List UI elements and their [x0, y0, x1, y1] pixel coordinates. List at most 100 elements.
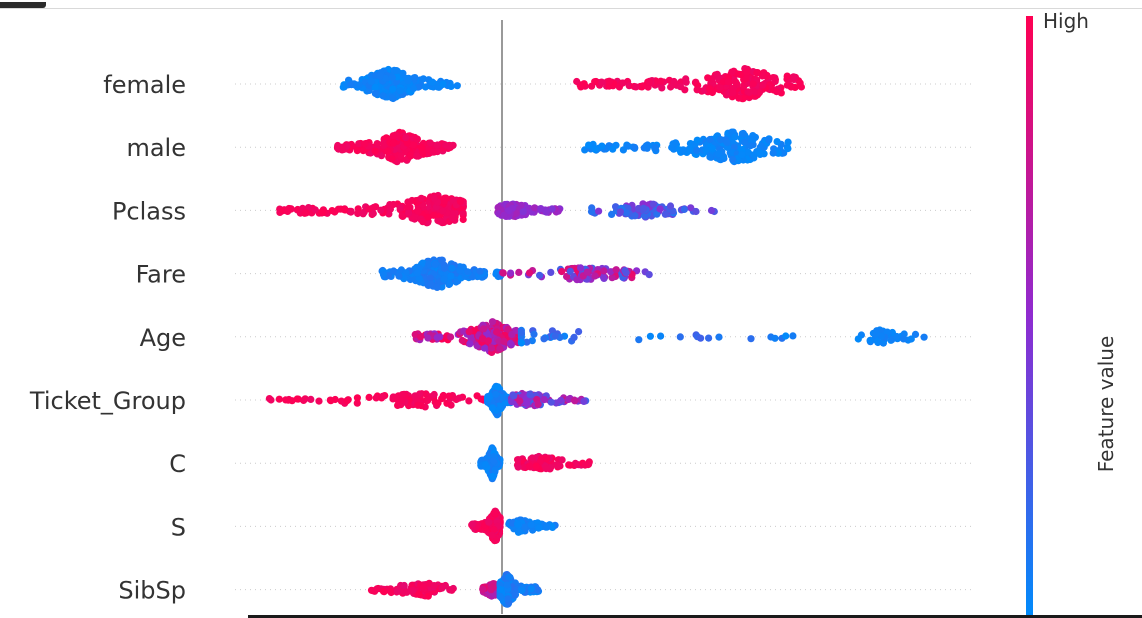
point-Pclass [448, 214, 456, 222]
point-Pclass [537, 205, 545, 213]
point-male [672, 139, 680, 147]
point-Pclass [284, 207, 292, 215]
point-Age [496, 344, 504, 353]
point-male [359, 147, 367, 155]
point-SibSp [393, 587, 401, 595]
point-Pclass [616, 208, 625, 216]
point-female [389, 85, 397, 93]
point-S [490, 525, 498, 534]
point-Fare [599, 273, 607, 281]
point-Fare [563, 272, 571, 281]
point-Pclass [595, 207, 603, 215]
point-Age [907, 335, 915, 343]
point-Age [789, 332, 797, 340]
point-Fare [536, 271, 544, 279]
point-Pclass [365, 205, 373, 213]
point-Ticket_Group [414, 401, 422, 409]
point-male [429, 148, 437, 156]
point-Age [570, 333, 578, 341]
point-Pclass [459, 209, 467, 217]
feature-labels: female male Pclass Fare Age Ticket_Group C S Sib… [29, 71, 186, 605]
point-SibSp [430, 582, 438, 590]
beeswarm-points [265, 65, 928, 608]
point-Fare [612, 266, 620, 274]
point-Pclass [631, 212, 639, 220]
point-Fare [447, 272, 455, 280]
point-Ticket_Group [398, 396, 406, 404]
point-Fare [440, 264, 449, 272]
point-male [631, 143, 639, 152]
point-Pclass [377, 206, 385, 214]
point-Age [872, 329, 881, 337]
point-Pclass [372, 203, 380, 211]
point-Pclass [548, 205, 556, 213]
point-female [573, 77, 581, 86]
point-Pclass [419, 218, 427, 226]
point-female [753, 69, 761, 77]
point-female [632, 83, 640, 91]
point-SibSp [379, 587, 387, 595]
point-male [388, 155, 396, 163]
point-Fare [456, 266, 464, 274]
point-Age [657, 332, 665, 340]
point-male [389, 139, 397, 147]
point-female [379, 92, 387, 100]
point-Ticket_Group [557, 396, 565, 405]
point-male [380, 142, 388, 150]
point-SibSp [373, 585, 381, 593]
point-male [706, 135, 714, 144]
point-Age [548, 327, 557, 335]
point-Fare [390, 267, 398, 275]
point-female [376, 72, 384, 80]
point-female [605, 77, 613, 85]
point-Age [517, 328, 526, 336]
point-Fare [577, 264, 585, 272]
point-Ticket_Group [327, 397, 335, 405]
point-Age [705, 334, 713, 342]
point-Ticket_Group [439, 391, 447, 400]
point-Age [893, 332, 901, 341]
point-male [702, 146, 710, 154]
point-male [739, 129, 748, 138]
point-Pclass [405, 209, 413, 217]
point-male [765, 136, 773, 144]
point-Pclass [680, 205, 688, 213]
point-SibSp [409, 586, 417, 594]
point-C [481, 461, 489, 469]
point-Ticket_Group [494, 383, 502, 391]
point-Pclass [331, 208, 339, 216]
feature-label: SibSp [118, 577, 186, 605]
point-Pclass [435, 217, 444, 225]
point-Pclass [318, 208, 326, 216]
point-male [409, 141, 418, 149]
point-male [355, 140, 363, 148]
point-Ticket_Group [301, 395, 309, 403]
point-Ticket_Group [565, 395, 573, 403]
point-Ticket_Group [293, 395, 301, 403]
point-Fare [547, 268, 555, 276]
point-Fare [446, 280, 454, 288]
point-female [619, 79, 627, 87]
point-Pclass [459, 215, 467, 224]
point-Ticket_Group [424, 396, 432, 405]
point-male [741, 138, 749, 146]
point-Fare [583, 268, 591, 276]
point-Ticket_Group [445, 392, 453, 400]
point-Pclass [456, 197, 465, 205]
point-Age [771, 334, 779, 342]
point-male [757, 142, 766, 150]
point-Fare [525, 269, 534, 277]
point-Fare [395, 272, 403, 280]
point-male [749, 141, 757, 149]
point-Age [411, 330, 419, 339]
point-SibSp [496, 586, 504, 594]
point-male [609, 145, 617, 153]
point-male [585, 141, 593, 149]
point-Age [504, 325, 512, 333]
feature-label: Pclass [112, 197, 186, 225]
point-Age [920, 333, 928, 341]
point-male [706, 153, 714, 161]
point-Pclass [500, 211, 508, 219]
point-Age [488, 318, 497, 326]
point-female [439, 80, 447, 88]
